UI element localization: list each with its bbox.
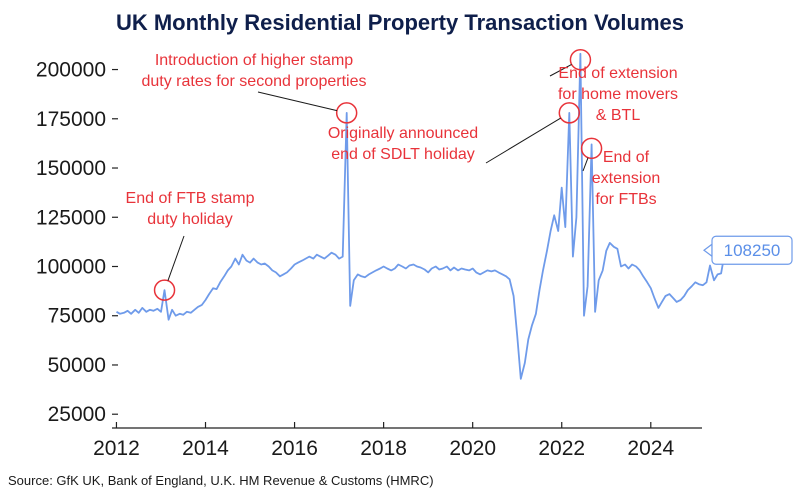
- x-tick-label: 2022: [538, 437, 585, 460]
- y-tick-label: 75000: [48, 305, 106, 328]
- annotation-leader-extension-ftbs: [582, 157, 589, 172]
- y-tick-label: 100000: [36, 255, 106, 278]
- annotation-text-higher-stamp-duty: Introduction of higher stamp: [155, 52, 353, 69]
- annotation-text-extension-ftbs: End of: [603, 149, 650, 166]
- x-tick-label: 2014: [182, 437, 229, 460]
- annotation-leader-extension-home-movers: [549, 63, 572, 77]
- annotation-text-extension-home-movers: & BTL: [596, 107, 641, 124]
- x-tick-label: 2020: [449, 437, 496, 460]
- x-tick-label: 2016: [271, 437, 318, 460]
- annotation-leader-ftb-holiday-end: [167, 235, 185, 281]
- x-tick-label: 2012: [93, 437, 140, 460]
- y-tick-label: 50000: [48, 354, 106, 377]
- chart-title: UK Monthly Residential Property Transact…: [116, 10, 684, 35]
- y-tick-label: 175000: [36, 108, 106, 131]
- series-line: [116, 52, 727, 380]
- annotation-text-extension-home-movers: End of extension: [558, 65, 677, 82]
- annotation-marker-extension-home-movers: [569, 48, 592, 71]
- annotation-text-sdlt-holiday-end: end of SDLT holiday: [331, 146, 475, 163]
- annotation-marker-sdlt-holiday-end: [558, 102, 581, 124]
- y-axis: 25000 50000 75000 100000 125000 150000 175000 2…: [36, 59, 118, 426]
- source-note: Source: GfK UK, Bank of England, U.K. HM…: [8, 473, 434, 488]
- y-tick-label: 25000: [48, 403, 106, 426]
- annotation-marker-ftb-holiday-end: [153, 279, 176, 301]
- end-label-pointer: [703, 243, 713, 258]
- end-value-label: 108250: [724, 241, 781, 260]
- y-tick-label: 150000: [36, 157, 106, 180]
- x-tick-label: 2024: [627, 437, 674, 460]
- annotation-leader-sdlt-holiday-end: [485, 117, 561, 164]
- series-layer: [116, 52, 727, 380]
- x-tick-label: 2018: [360, 437, 407, 460]
- annotation-text-ftb-holiday-end: duty holiday: [147, 211, 232, 228]
- annotation-marker-extension-ftbs: [580, 137, 603, 160]
- annotation-text-ftb-holiday-end: End of FTB stamp: [126, 190, 255, 207]
- end-label-box: [711, 235, 793, 265]
- end-value-label-group: 108250: [703, 235, 793, 265]
- annotation-leader-higher-stamp-duty: [257, 91, 338, 112]
- y-tick-label: 125000: [36, 206, 106, 229]
- annotation-marker-higher-stamp-duty: [335, 102, 358, 124]
- annotation-text-extension-ftbs: for FTBs: [595, 191, 656, 208]
- annotation-text-sdlt-holiday-end: Originally announced: [328, 125, 478, 142]
- annotation-layer: End of FTB stamp duty holiday Introduction…: [126, 48, 678, 301]
- annotation-text-extension-home-movers: for home movers: [558, 86, 678, 103]
- annotation-text-higher-stamp-duty: duty rates for second properties: [141, 73, 366, 90]
- x-axis: 2012 2014 2016 2018 2020 2022 2024: [93, 422, 702, 460]
- y-tick-label: 200000: [36, 59, 106, 82]
- annotation-text-extension-ftbs: extension: [592, 170, 661, 187]
